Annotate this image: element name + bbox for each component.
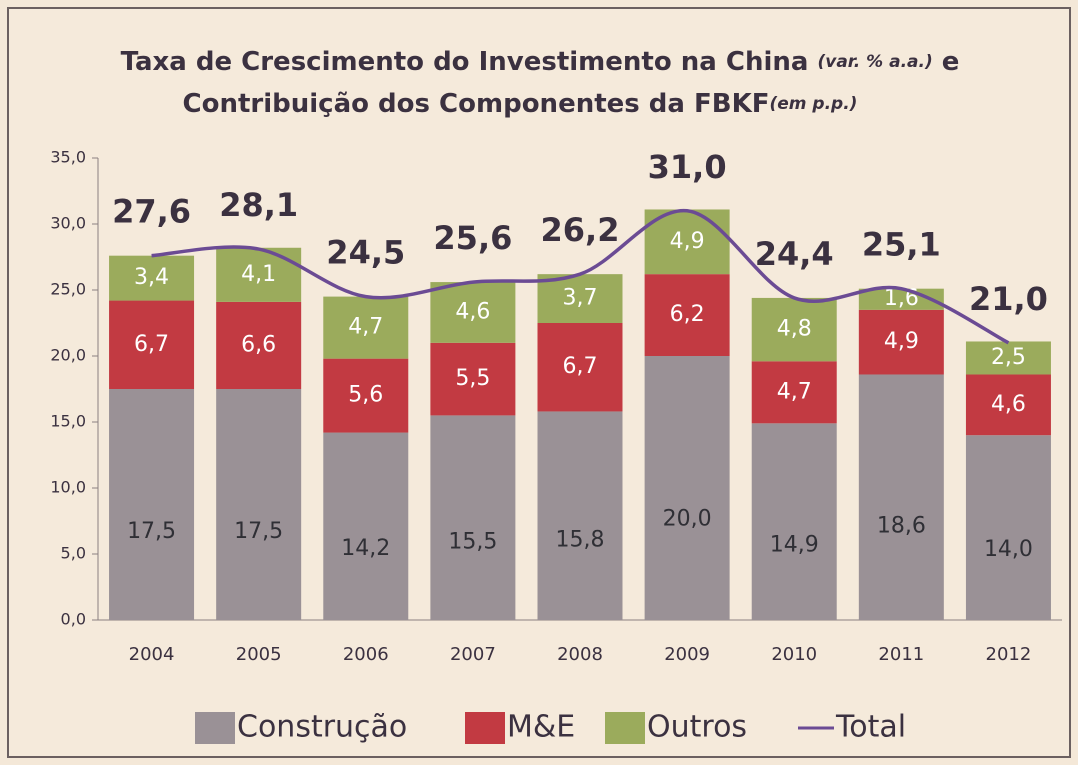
- data-label: 15,5: [448, 529, 497, 554]
- bar-segment: [430, 415, 516, 620]
- y-tick-label: 30,0: [50, 214, 86, 233]
- x-tick-label: 2011: [878, 644, 924, 665]
- data-label: 3,7: [563, 286, 598, 311]
- bar-segment: [216, 247, 302, 302]
- y-tick-label: 20,0: [50, 346, 86, 365]
- x-tick-label: 2008: [557, 644, 603, 665]
- bar-segment: [430, 282, 516, 343]
- bar-segment: [323, 296, 409, 359]
- x-tick-label: 2007: [450, 644, 496, 665]
- y-tick-label: 5,0: [61, 544, 86, 563]
- y-tick-label: 25,0: [50, 280, 86, 299]
- bar-segment: [537, 274, 623, 323]
- bar-segment: [965, 374, 1051, 436]
- bar-segment: [216, 389, 302, 620]
- bar-segment: [751, 361, 837, 424]
- legend-swatch: [605, 712, 645, 744]
- total-label: 25,1: [862, 226, 941, 264]
- bar-segment: [858, 374, 944, 620]
- bar-segment: [323, 432, 409, 620]
- bar-segment: [216, 301, 302, 389]
- data-label: 4,7: [348, 315, 383, 340]
- total-label: 21,0: [969, 280, 1048, 318]
- total-label: 31,0: [648, 148, 727, 186]
- chart-subtitle: Contribuição dos Componentes da FBKF(em …: [183, 89, 858, 119]
- data-label: 4,6: [991, 392, 1026, 417]
- bar-segment: [323, 358, 409, 433]
- bar-segment: [109, 300, 195, 389]
- bar-segment: [109, 389, 195, 620]
- total-label: 25,6: [433, 219, 512, 257]
- bar-segment: [537, 411, 623, 620]
- title-join: e: [942, 47, 960, 77]
- bar-segment: [430, 342, 516, 416]
- bar-segment: [751, 423, 837, 620]
- data-label: 6,7: [134, 332, 169, 357]
- bar-segment: [751, 297, 837, 362]
- data-label: 14,2: [341, 536, 390, 561]
- legend-swatch: [465, 712, 505, 744]
- data-label: 15,8: [556, 528, 605, 553]
- data-label: 14,0: [984, 537, 1033, 562]
- subtitle-main: Contribuição dos Componentes da FBKF: [183, 89, 770, 119]
- bar-segment: [858, 309, 944, 375]
- total-line: [151, 209, 1010, 345]
- data-label: 4,7: [777, 379, 812, 404]
- data-label: 5,6: [348, 383, 383, 408]
- data-label: 4,9: [884, 329, 919, 354]
- x-tick-label: 2012: [986, 644, 1032, 665]
- legend-label: Construção: [237, 710, 407, 745]
- data-label: 17,5: [234, 519, 283, 544]
- bar-segment: [965, 435, 1051, 620]
- total-label: 24,5: [326, 234, 405, 272]
- bar-segment: [537, 323, 623, 412]
- y-tick-label: 35,0: [50, 148, 86, 167]
- y-tick-label: 0,0: [61, 610, 86, 629]
- y-tick-label: 15,0: [50, 412, 86, 431]
- x-tick-label: 2009: [664, 644, 710, 665]
- data-label: 18,6: [877, 514, 926, 539]
- x-tick-label: 2006: [343, 644, 389, 665]
- legend-label: M&E: [507, 710, 575, 745]
- legend-label: Total: [835, 710, 906, 745]
- chart-title: Taxa de Crescimento do Investimento na C…: [121, 47, 960, 77]
- data-label: 6,2: [670, 302, 705, 327]
- data-label: 4,6: [455, 299, 490, 324]
- title-unit: (var. % a.a.): [817, 52, 932, 72]
- total-label: 24,4: [755, 235, 834, 273]
- data-label: 3,4: [134, 265, 169, 290]
- legend-label: Outros: [647, 710, 747, 745]
- x-tick-label: 2004: [129, 644, 175, 665]
- data-label: 6,7: [563, 354, 598, 379]
- x-tick-label: 2010: [771, 644, 817, 665]
- data-label: 4,1: [241, 262, 276, 287]
- bar-segment: [644, 209, 730, 275]
- data-label: 4,8: [777, 317, 812, 342]
- data-label: 14,9: [770, 532, 819, 557]
- data-label: 6,6: [241, 332, 276, 357]
- bar-segment: [644, 356, 730, 620]
- total-label: 27,6: [112, 193, 191, 231]
- y-tick-label: 10,0: [50, 478, 86, 497]
- subtitle-unit: (em p.p.): [770, 94, 858, 114]
- bar-segment: [965, 341, 1051, 375]
- data-label: 5,5: [455, 366, 490, 391]
- total-label: 26,2: [541, 211, 620, 249]
- data-label: 20,0: [663, 507, 712, 532]
- bar-segment: [644, 274, 730, 356]
- title-main: Taxa de Crescimento do Investimento na C…: [121, 47, 809, 77]
- data-label: 2,5: [991, 345, 1026, 370]
- data-label: 4,9: [670, 229, 705, 254]
- total-label: 28,1: [219, 186, 298, 224]
- legend-swatch: [195, 712, 235, 744]
- bar-segment: [109, 255, 195, 301]
- x-tick-label: 2005: [236, 644, 282, 665]
- data-label: 17,5: [127, 519, 176, 544]
